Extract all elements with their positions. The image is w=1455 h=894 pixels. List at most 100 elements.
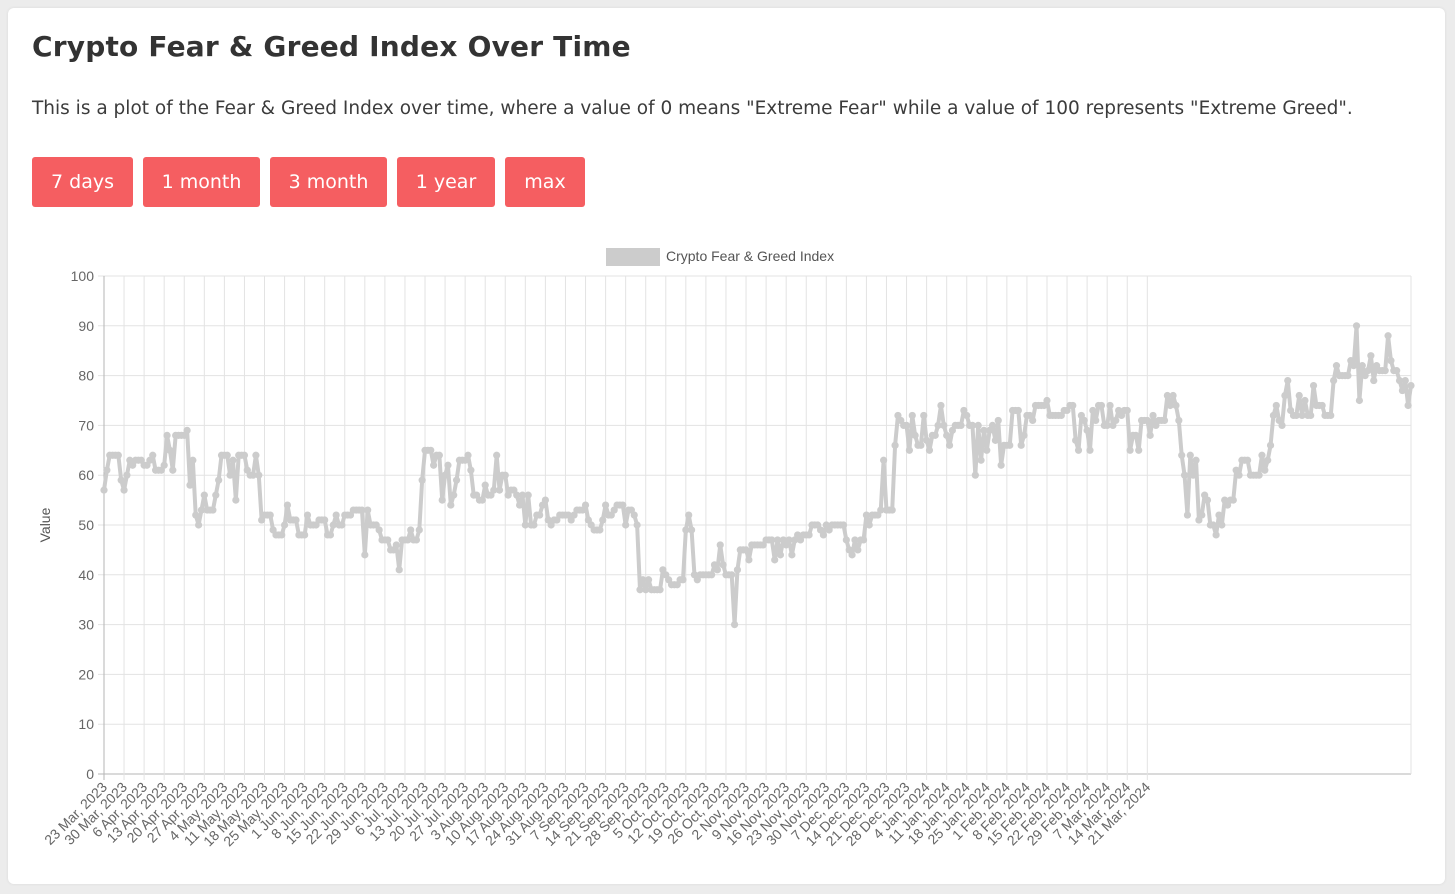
data-point	[1235, 471, 1243, 479]
y-tick-label: 0	[86, 766, 94, 782]
data-point	[513, 491, 521, 499]
data-point	[1298, 411, 1306, 420]
data-point	[980, 426, 988, 434]
data-point	[464, 451, 472, 459]
range-button-3-month[interactable]: 3 month	[270, 157, 387, 207]
data-point	[963, 411, 971, 420]
data-point	[636, 586, 644, 594]
data-point	[435, 451, 443, 459]
data-point	[865, 521, 873, 529]
data-point	[303, 511, 312, 519]
data-point	[934, 421, 942, 429]
data-point	[644, 576, 653, 584]
data-point	[452, 476, 461, 484]
data-point	[516, 501, 524, 509]
range-button-7-days[interactable]: 7 days	[32, 157, 133, 207]
data-point	[1264, 456, 1272, 464]
data-point	[255, 471, 263, 479]
data-point	[450, 491, 458, 499]
data-point	[713, 566, 721, 574]
data-point	[1401, 376, 1409, 385]
data-point	[1309, 381, 1318, 390]
data-point	[1198, 511, 1206, 519]
data-point	[1112, 416, 1120, 425]
data-point	[163, 431, 171, 439]
data-point	[1330, 376, 1338, 385]
data-point	[1126, 446, 1134, 454]
data-point	[240, 451, 249, 459]
data-point	[1327, 411, 1335, 420]
data-point	[361, 551, 369, 559]
data-point	[943, 431, 951, 439]
data-point	[364, 506, 372, 514]
data-point	[415, 526, 423, 534]
data-point	[521, 521, 529, 529]
data-point	[945, 441, 954, 449]
data-point	[1097, 401, 1106, 410]
data-point	[1086, 446, 1094, 454]
data-point	[197, 506, 206, 514]
data-point	[530, 521, 538, 529]
data-point	[1180, 471, 1189, 479]
data-point	[541, 496, 550, 504]
data-point	[358, 506, 366, 514]
data-point	[685, 511, 693, 519]
data-point	[848, 551, 856, 559]
data-point	[495, 486, 504, 494]
y-axis-title: Value	[37, 507, 53, 542]
data-point	[1215, 511, 1223, 519]
data-point	[917, 441, 925, 449]
data-point	[733, 566, 742, 574]
data-point	[716, 541, 724, 549]
data-point	[120, 486, 128, 494]
data-point	[1043, 396, 1051, 405]
data-point	[773, 536, 782, 544]
data-point	[682, 526, 690, 534]
chart-legend: Crypto Fear & Greed Index	[606, 248, 834, 266]
data-point	[622, 521, 630, 529]
range-button-1-month[interactable]: 1 month	[143, 157, 260, 207]
data-point	[278, 531, 286, 539]
data-point	[839, 521, 848, 529]
data-point	[1014, 406, 1022, 415]
range-button-1-year[interactable]: 1 year	[397, 157, 495, 207]
data-point	[1384, 332, 1392, 340]
data-point	[1407, 381, 1415, 390]
data-point	[194, 521, 203, 529]
data-point	[321, 516, 329, 524]
data-point	[1166, 401, 1174, 410]
data-point	[745, 556, 753, 564]
data-point	[1387, 357, 1395, 365]
data-point	[1272, 401, 1280, 410]
data-point	[788, 551, 796, 559]
data-point	[200, 491, 208, 499]
data-point	[742, 546, 750, 554]
data-point	[1395, 376, 1404, 385]
data-point	[957, 421, 965, 429]
data-point	[1278, 421, 1286, 429]
data-point	[581, 501, 590, 509]
data-point	[1266, 441, 1275, 449]
range-button-max[interactable]: max	[505, 157, 585, 207]
data-point	[902, 421, 911, 429]
data-point	[215, 476, 223, 484]
data-point	[1017, 441, 1025, 449]
data-point	[292, 516, 300, 524]
data-point	[728, 571, 736, 579]
data-point	[447, 501, 455, 509]
data-point	[931, 431, 939, 439]
data-point	[186, 481, 194, 489]
data-point	[911, 431, 919, 439]
data-point	[375, 526, 383, 534]
data-point	[518, 491, 527, 499]
data-point	[100, 486, 108, 494]
data-point	[891, 441, 899, 449]
y-tick-label: 10	[78, 716, 94, 732]
data-point	[925, 446, 934, 454]
data-point	[407, 526, 415, 534]
data-point	[1350, 362, 1358, 370]
y-tick-label: 50	[78, 517, 94, 533]
data-point	[283, 501, 292, 509]
data-point	[501, 471, 509, 479]
data-point	[1398, 386, 1406, 395]
